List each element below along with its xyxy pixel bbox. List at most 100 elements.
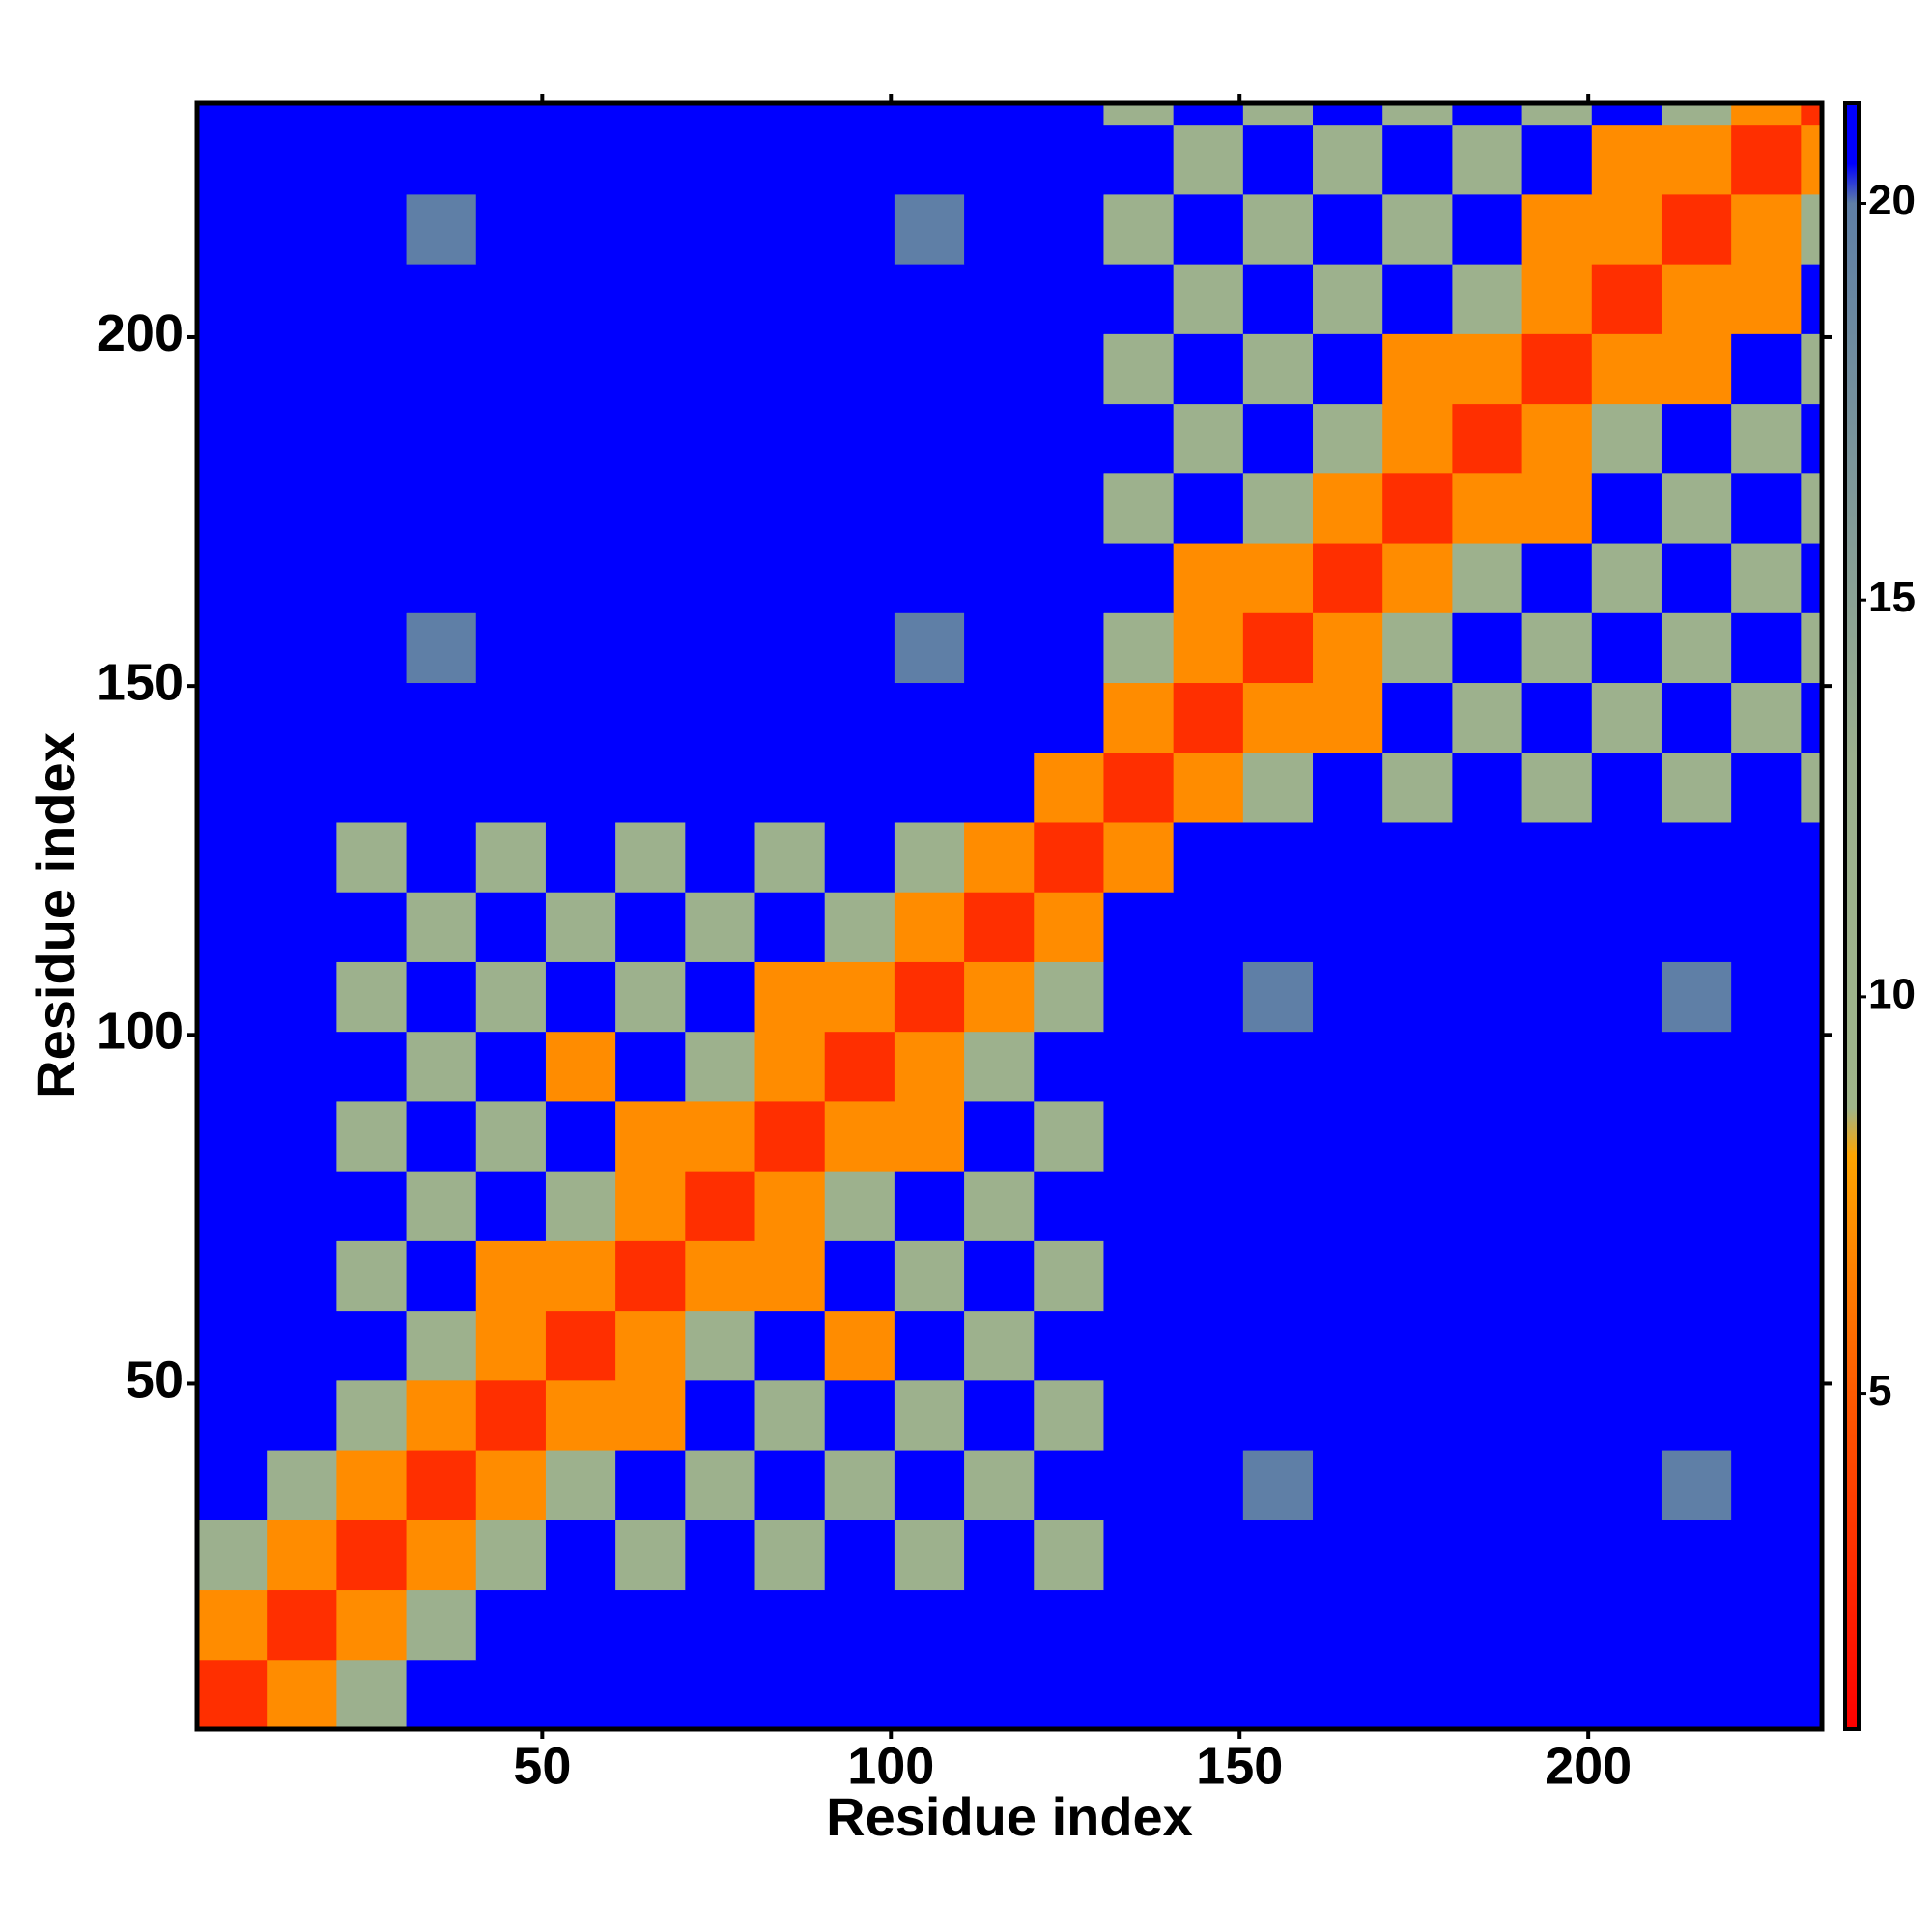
heat-cell: [1452, 472, 1523, 544]
heat-cell: [1313, 1589, 1383, 1661]
heat-cell: [1731, 1310, 1802, 1381]
heat-cell: [1801, 612, 1823, 684]
heat-cell: [475, 1310, 547, 1381]
heat-cell: [267, 682, 337, 753]
heat-cell: [406, 1520, 477, 1591]
heat-cell: [1591, 821, 1662, 893]
heat-cell: [1591, 124, 1662, 195]
heat-cell: [1173, 1240, 1244, 1312]
heat-cell: [406, 1240, 477, 1312]
heat-cell: [894, 103, 965, 126]
heat-cell: [197, 1379, 268, 1451]
heat-cell: [1034, 612, 1104, 684]
heat-cell: [406, 1171, 477, 1241]
heat-cell: [1103, 612, 1175, 684]
heat-cell: [1661, 472, 1732, 544]
heat-cell: [1661, 1520, 1732, 1591]
heat-cell: [1731, 1171, 1802, 1241]
heat-cell: [754, 892, 826, 962]
heat-cell: [197, 1240, 268, 1312]
heat-cell: [475, 333, 547, 405]
heat-cell: [1313, 961, 1383, 1033]
heat-cell: [1382, 103, 1453, 126]
heat-cell: [615, 1171, 686, 1241]
heat-cell: [824, 1450, 895, 1520]
heat-cell: [685, 1310, 756, 1381]
heat-cell: [1382, 543, 1453, 613]
heat-cell: [685, 961, 756, 1033]
heat-cell: [1313, 612, 1383, 684]
heat-cell: [964, 1171, 1035, 1241]
heat-cell: [197, 961, 268, 1033]
heat-cell: [1661, 752, 1732, 823]
heat-cell: [894, 124, 965, 195]
heat-cell: [1313, 752, 1383, 823]
heat-cell: [1731, 1659, 1802, 1730]
heat-cell: [1731, 1520, 1802, 1591]
heat-cell: [336, 612, 408, 684]
plot-frame: [194, 100, 1825, 1732]
heat-cell: [1521, 752, 1593, 823]
heat-cell: [754, 612, 826, 684]
heat-cell: [475, 472, 547, 544]
colorbar-tick-label: 15: [1868, 574, 1916, 621]
heat-cell: [1173, 1171, 1244, 1241]
heat-cell: [1801, 1379, 1823, 1451]
heat-cell: [615, 612, 686, 684]
heat-cell: [1452, 682, 1523, 753]
heat-cell: [1591, 682, 1662, 753]
heat-cell: [894, 1310, 965, 1381]
heat-cell: [1801, 961, 1823, 1033]
heat-cell: [754, 1379, 826, 1451]
heat-cell: [1242, 1310, 1314, 1381]
heat-cell: [1034, 193, 1104, 265]
heat-cell: [1591, 1659, 1662, 1730]
heat-cell: [824, 1379, 895, 1451]
heat-cell: [1591, 1520, 1662, 1591]
heat-cell: [964, 1589, 1035, 1661]
heat-cell: [615, 821, 686, 893]
heat-cell: [475, 1450, 547, 1520]
heat-cell: [615, 1450, 686, 1520]
heat-cell: [1103, 1520, 1175, 1591]
heat-cell: [894, 333, 965, 405]
heat-cell: [894, 821, 965, 893]
heat-cell: [1173, 752, 1244, 823]
heat-cell: [964, 892, 1035, 962]
heat-cell: [475, 961, 547, 1033]
heat-cell: [1173, 961, 1244, 1033]
heat-cell: [1103, 1310, 1175, 1381]
heat-cell: [1452, 1659, 1523, 1730]
heat-cell: [1382, 682, 1453, 753]
heat-cell: [824, 543, 895, 613]
heat-cell: [336, 1379, 408, 1451]
heat-cell: [1452, 1031, 1523, 1102]
heat-cell: [1731, 682, 1802, 753]
heat-cell: [406, 961, 477, 1033]
heat-cell: [1382, 1589, 1453, 1661]
heat-cell: [824, 1589, 895, 1661]
heat-cell: [685, 612, 756, 684]
heat-cell: [1801, 1520, 1823, 1591]
heat-cell: [1591, 1589, 1662, 1661]
heat-cell: [685, 543, 756, 613]
heat-cell: [1242, 403, 1314, 474]
heat-cell: [1313, 103, 1383, 126]
heat-cell: [1452, 821, 1523, 893]
heat-cell: [1313, 821, 1383, 893]
heat-cell: [1313, 1659, 1383, 1730]
heat-cell: [615, 1379, 686, 1451]
heat-cell: [1731, 1240, 1802, 1312]
heat-cell: [336, 193, 408, 265]
heat-cell: [336, 1450, 408, 1520]
heat-cell: [545, 1310, 616, 1381]
heat-cell: [1242, 1589, 1314, 1661]
heat-cell: [1661, 682, 1732, 753]
heat-cell: [685, 124, 756, 195]
heat-cell: [894, 1171, 965, 1241]
heat-cell: [1521, 1450, 1593, 1520]
heat-cell: [1731, 821, 1802, 893]
heat-cell: [964, 1100, 1035, 1172]
heat-cell: [1661, 1450, 1732, 1520]
heat-cell: [964, 1379, 1035, 1451]
